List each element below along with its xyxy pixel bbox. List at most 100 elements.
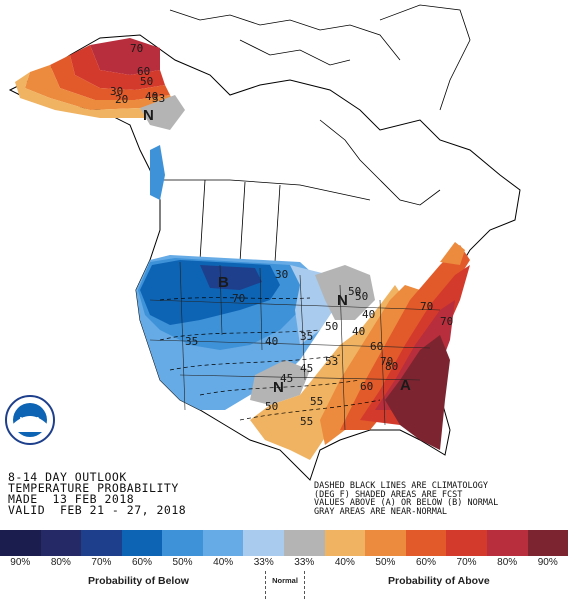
map-note-block: DASHED BLACK LINES ARE CLIMATOLOGY (DEG … (314, 482, 498, 516)
alaska-above-70 (70, 45, 165, 90)
legend-percent: 90% (537, 557, 558, 568)
alaska-above-80 (90, 38, 160, 75)
canada-coastlines (160, 4, 471, 263)
legend-color-bar (0, 530, 568, 556)
svg-text:50: 50 (265, 400, 278, 413)
svg-text:55: 55 (300, 415, 313, 428)
northeast-above-50 (440, 242, 465, 265)
state-lines (149, 261, 441, 431)
svg-text:30: 30 (110, 85, 123, 98)
legend-swatch (121, 530, 163, 556)
svg-text:50: 50 (348, 285, 361, 298)
legend-swatch (162, 530, 203, 556)
legend-percent: 60% (415, 557, 437, 568)
bc-coast-below (150, 145, 165, 200)
svg-text:60: 60 (137, 65, 150, 78)
svg-text:33: 33 (152, 92, 165, 105)
noaa-logo: NOAA (5, 395, 55, 445)
legend-percent: 70% (91, 557, 112, 568)
legend-percent: 33% (253, 557, 274, 568)
svg-text:B: B (218, 274, 229, 291)
west-below-70 (200, 265, 262, 290)
svg-text:N: N (337, 292, 348, 309)
alaska-near-normal (140, 95, 185, 130)
legend-swatch (202, 530, 244, 556)
title-line-4: VALID FEB 21 - 27, 2018 (8, 503, 187, 517)
south-above-40 (250, 285, 405, 460)
alaska-contour-labels: 70 60 50 40 30 20 33 (110, 42, 165, 106)
legend-normal-box: Normal (265, 571, 305, 599)
east-above-80 (375, 300, 455, 410)
svg-text:55: 55 (310, 395, 323, 408)
svg-text:70: 70 (232, 292, 245, 305)
svg-text:45: 45 (280, 372, 293, 385)
legend-percent: 70% (456, 557, 477, 568)
svg-text:70: 70 (380, 355, 393, 368)
legend-swatch (243, 530, 285, 556)
legend-swatch (0, 530, 41, 556)
outlook-title-block: 8-14 DAY OUTLOOK TEMPERATURE PROBABILITY… (8, 470, 187, 517)
legend-swatch (527, 530, 568, 556)
note-line-3: VALUES ABOVE (A) OR BELOW (B) NORMAL (314, 498, 499, 508)
svg-text:60: 60 (370, 340, 383, 353)
svg-text:70: 70 (440, 315, 453, 328)
svg-text:50: 50 (325, 320, 338, 333)
legend-percent: 40% (213, 557, 234, 568)
legend-swatch (284, 530, 325, 556)
note-line-4: GRAY AREAS ARE NEAR-NORMAL (314, 506, 448, 517)
legend-percent-labels: 90% 80% 70% 60% 50% 40% 33% 33% 40% 50% 60% 70% 80% 9… (0, 557, 568, 571)
note-line-1: DASHED BLACK LINES ARE CLIMATOLOGY (314, 481, 488, 491)
legend-swatch (365, 530, 406, 556)
svg-text:80: 80 (385, 360, 398, 373)
title-line-2: TEMPERATURE PROBABILITY (8, 481, 179, 495)
svg-text:A: A (400, 377, 411, 394)
title-line-1: 8-14 DAY OUTLOOK (8, 470, 127, 484)
legend-normal-label: Normal (272, 576, 298, 585)
legend-percent: 50% (172, 557, 193, 568)
svg-text:50: 50 (355, 290, 368, 303)
svg-text:40: 40 (362, 308, 375, 321)
probability-legend: 90% 80% 70% 60% 50% 40% 33% 33% 40% 50% 60% 70% 80% 9… (0, 530, 568, 600)
legend-percent: 33% (294, 557, 315, 568)
note-line-2: (DEG F) SHADED AREAS ARE FCST (314, 489, 463, 500)
region-letters: N B N N A (143, 107, 411, 396)
svg-text:45: 45 (300, 362, 313, 375)
legend-swatch (324, 530, 366, 556)
southeast-above-90 (385, 335, 450, 450)
alaska-above-50 (25, 65, 175, 110)
svg-text:35: 35 (300, 330, 313, 343)
svg-text:N: N (143, 107, 154, 124)
svg-text:50: 50 (140, 75, 153, 88)
svg-text:N: N (273, 379, 284, 396)
svg-text:NOAA: NOAA (20, 417, 41, 424)
svg-text:70: 70 (130, 42, 143, 55)
legend-percent: 50% (375, 557, 396, 568)
legend-swatch (446, 530, 487, 556)
svg-text:20: 20 (115, 93, 128, 106)
legend-percent: 90% (10, 557, 31, 568)
legend-above-label: Probability of Above (388, 575, 490, 587)
svg-text:40: 40 (352, 325, 365, 338)
svg-text:53: 53 (325, 355, 338, 368)
legend-below-label: Probability of Below (88, 575, 189, 587)
svg-text:30: 30 (275, 268, 288, 281)
alaska-above-60 (50, 55, 170, 100)
south-above-50 (320, 285, 420, 445)
svg-text:35: 35 (185, 335, 198, 348)
svg-text:70: 70 (420, 300, 433, 313)
outlook-map: 70 60 50 40 30 20 33 30 70 50 40 35 40 6… (5, 4, 521, 481)
alaska-above-40 (15, 72, 150, 118)
legend-percent: 60% (131, 557, 153, 568)
texas-near-normal (250, 360, 310, 405)
title-line-3: MADE 13 FEB 2018 (8, 492, 135, 506)
svg-text:40: 40 (145, 90, 158, 103)
svg-text:60: 60 (360, 380, 373, 393)
legend-percent: 80% (497, 557, 518, 568)
legend-percent: 40% (334, 557, 355, 568)
svg-text:40: 40 (265, 335, 278, 348)
legend-swatch (40, 530, 82, 556)
legend-swatch (405, 530, 447, 556)
conus-contour-labels: 30 70 50 40 35 40 60 70 80 70 70 60 55 5… (185, 268, 453, 428)
legend-percent: 80% (50, 557, 71, 568)
legend-swatch (81, 530, 122, 556)
